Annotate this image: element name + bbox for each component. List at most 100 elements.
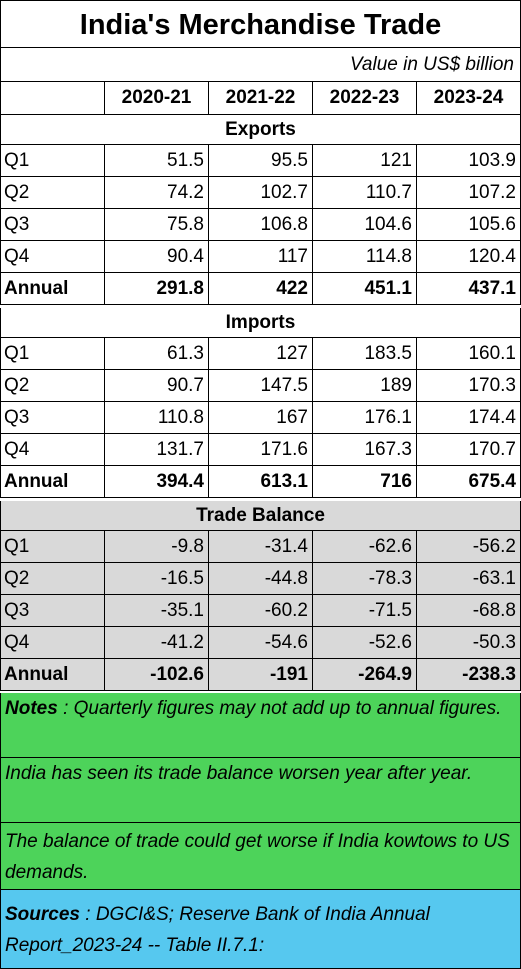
sources-row: Sources : DGCI&S; Reserve Bank of India … <box>0 890 521 969</box>
section-header-row: Trade Balance <box>0 501 521 531</box>
table-cell: 51.5 <box>105 145 209 177</box>
row-label: Q3 <box>0 209 105 241</box>
table-cell: 127 <box>209 338 313 370</box>
table-row: Q2 90.7 147.5 189 170.3 <box>0 370 521 402</box>
table-cell: 90.7 <box>105 370 209 402</box>
table-cell: -44.8 <box>209 563 313 595</box>
table-cell: -56.2 <box>417 531 521 563</box>
table-cell: 106.8 <box>209 209 313 241</box>
table-cell: 121 <box>313 145 417 177</box>
table-cell: 167.3 <box>313 434 417 466</box>
table-cell: 171.6 <box>209 434 313 466</box>
table-cell: 437.1 <box>417 273 521 305</box>
row-label: Q3 <box>0 595 105 627</box>
table-cell: 189 <box>313 370 417 402</box>
sources-sep: : <box>79 904 96 925</box>
column-header: 2021-22 <box>209 82 313 115</box>
table-cell: -78.3 <box>313 563 417 595</box>
table-cell: 110.8 <box>105 402 209 434</box>
table-cell: -63.1 <box>417 563 521 595</box>
table-row: Q4 -41.2 -54.6 -52.6 -50.3 <box>0 627 521 659</box>
table-row: Q2 -16.5 -44.8 -78.3 -63.1 <box>0 563 521 595</box>
notes-label: Notes <box>5 698 58 719</box>
table-cell: -191 <box>209 659 313 691</box>
sources-text: DGCI&S; Reserve Bank of India Annual Rep… <box>5 904 430 956</box>
table-cell: 422 <box>209 273 313 305</box>
table-cell: -41.2 <box>105 627 209 659</box>
table-cell: -62.6 <box>313 531 417 563</box>
table-cell: 95.5 <box>209 145 313 177</box>
table-row: Annual 394.4 613.1 716 675.4 <box>0 466 521 498</box>
table-cell: 167 <box>209 402 313 434</box>
table-cell: 183.5 <box>313 338 417 370</box>
table-cell: 75.8 <box>105 209 209 241</box>
row-label: Q2 <box>0 563 105 595</box>
table-cell: -54.6 <box>209 627 313 659</box>
section-title: Exports <box>0 115 521 145</box>
section-header-row: Exports <box>0 115 521 145</box>
table-row: Q1 51.5 95.5 121 103.9 <box>0 145 521 177</box>
notes-text: Quarterly figures may not add up to annu… <box>73 698 502 719</box>
table-cell: 61.3 <box>105 338 209 370</box>
table-cell: 104.6 <box>313 209 417 241</box>
sources-label: Sources <box>5 904 80 925</box>
table-cell: 291.8 <box>105 273 209 305</box>
table-cell: 120.4 <box>417 241 521 273</box>
note-line3-row: The balance of trade could get worse if … <box>0 823 521 890</box>
row-label: Annual <box>0 273 105 305</box>
table-cell: 170.3 <box>417 370 521 402</box>
table-cell: 105.6 <box>417 209 521 241</box>
table-cell: 107.2 <box>417 177 521 209</box>
table-cell: -71.5 <box>313 595 417 627</box>
notes-row: Notes : Quarterly figures may not add up… <box>0 693 521 758</box>
table-row: Q3 -35.1 -60.2 -71.5 -68.8 <box>0 595 521 627</box>
table-row: Annual 291.8 422 451.1 437.1 <box>0 273 521 305</box>
section-title: Imports <box>0 308 521 338</box>
table-cell: 675.4 <box>417 466 521 498</box>
table-row: Q4 90.4 117 114.8 120.4 <box>0 241 521 273</box>
table-cell: -102.6 <box>105 659 209 691</box>
table-cell: -9.8 <box>105 531 209 563</box>
table-cell: -68.8 <box>417 595 521 627</box>
table-cell: -264.9 <box>313 659 417 691</box>
table-cell: 90.4 <box>105 241 209 273</box>
column-header: 2022-23 <box>313 82 417 115</box>
table-cell: -16.5 <box>105 563 209 595</box>
sources-cell: Sources : DGCI&S; Reserve Bank of India … <box>0 890 521 969</box>
row-label: Q2 <box>0 370 105 402</box>
table-row: Q2 74.2 102.7 110.7 107.2 <box>0 177 521 209</box>
column-header: 2020-21 <box>105 82 209 115</box>
table-cell: 716 <box>313 466 417 498</box>
table-cell: -50.3 <box>417 627 521 659</box>
table-row: Q1 61.3 127 183.5 160.1 <box>0 338 521 370</box>
notes-cell: Notes : Quarterly figures may not add up… <box>0 693 521 758</box>
table-cell: -238.3 <box>417 659 521 691</box>
unit-row: Value in US$ billion <box>0 48 521 82</box>
row-label: Q4 <box>0 434 105 466</box>
table-cell: 131.7 <box>105 434 209 466</box>
row-label: Q1 <box>0 338 105 370</box>
row-label: Q3 <box>0 402 105 434</box>
table-cell: 147.5 <box>209 370 313 402</box>
table-cell: 114.8 <box>313 241 417 273</box>
table-row: Q3 75.8 106.8 104.6 105.6 <box>0 209 521 241</box>
table-cell: 451.1 <box>313 273 417 305</box>
table-cell: 110.7 <box>313 177 417 209</box>
table-cell: -60.2 <box>209 595 313 627</box>
row-label: Q4 <box>0 627 105 659</box>
table-cell: -31.4 <box>209 531 313 563</box>
corner-cell <box>0 82 105 115</box>
note-line3: The balance of trade could get worse if … <box>0 823 521 890</box>
row-label: Annual <box>0 659 105 691</box>
table-cell: 176.1 <box>313 402 417 434</box>
table-cell: 117 <box>209 241 313 273</box>
table-cell: 394.4 <box>105 466 209 498</box>
table-row: Q1 -9.8 -31.4 -62.6 -56.2 <box>0 531 521 563</box>
table-cell: 160.1 <box>417 338 521 370</box>
unit-note: Value in US$ billion <box>0 48 521 82</box>
note-line2: India has seen its trade balance worsen … <box>0 758 521 823</box>
table-title: India's Merchandise Trade <box>0 0 521 48</box>
table-row: Q3 110.8 167 176.1 174.4 <box>0 402 521 434</box>
title-row: India's Merchandise Trade <box>0 0 521 48</box>
